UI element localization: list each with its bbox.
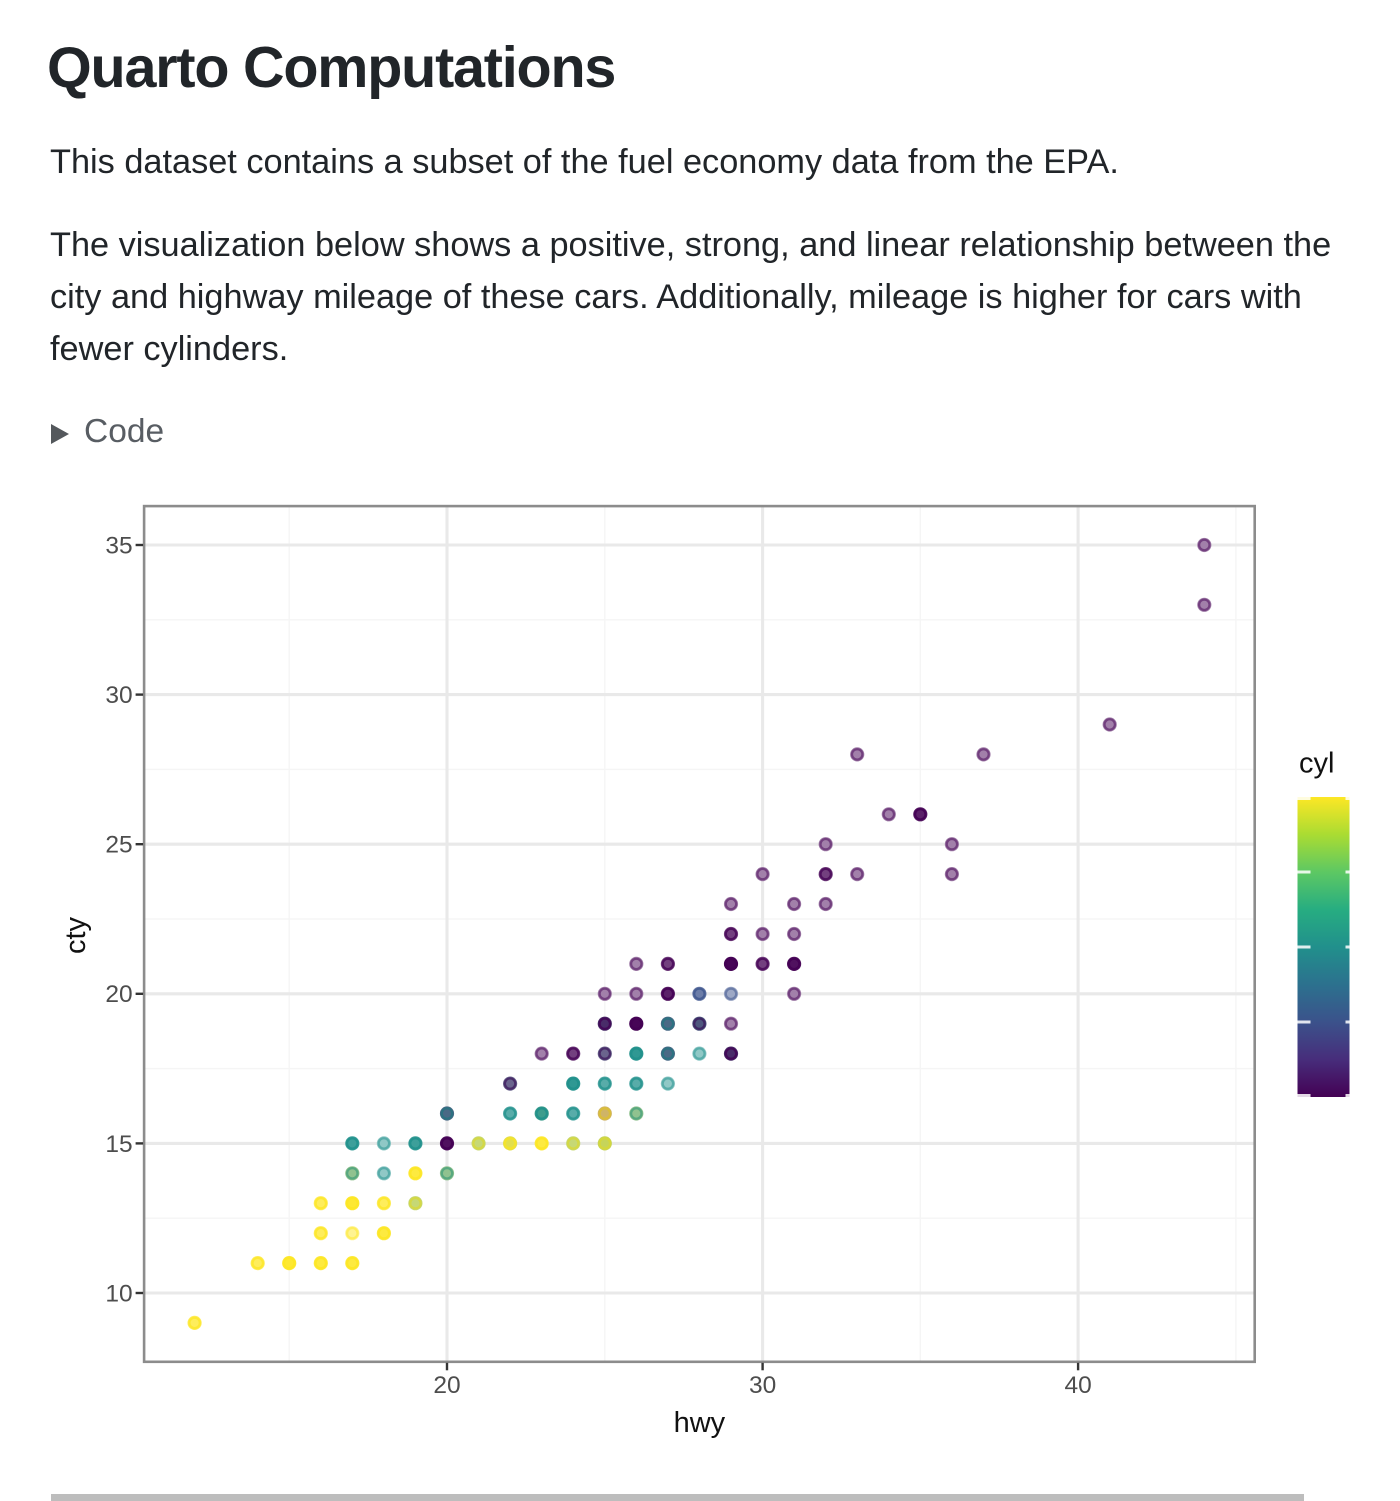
svg-text:40: 40 bbox=[1064, 1372, 1091, 1399]
svg-text:25: 25 bbox=[105, 832, 132, 859]
svg-text:10: 10 bbox=[105, 1280, 132, 1307]
svg-text:35: 35 bbox=[105, 532, 132, 559]
svg-text:30: 30 bbox=[105, 682, 132, 709]
svg-text:hwy: hwy bbox=[674, 1407, 726, 1439]
svg-text:20: 20 bbox=[105, 981, 132, 1008]
svg-text:cty: cty bbox=[60, 916, 92, 954]
svg-text:20: 20 bbox=[433, 1372, 460, 1399]
svg-text:30: 30 bbox=[749, 1372, 776, 1399]
svg-text:15: 15 bbox=[105, 1131, 132, 1158]
svg-text:cyl: cyl bbox=[1299, 748, 1334, 780]
